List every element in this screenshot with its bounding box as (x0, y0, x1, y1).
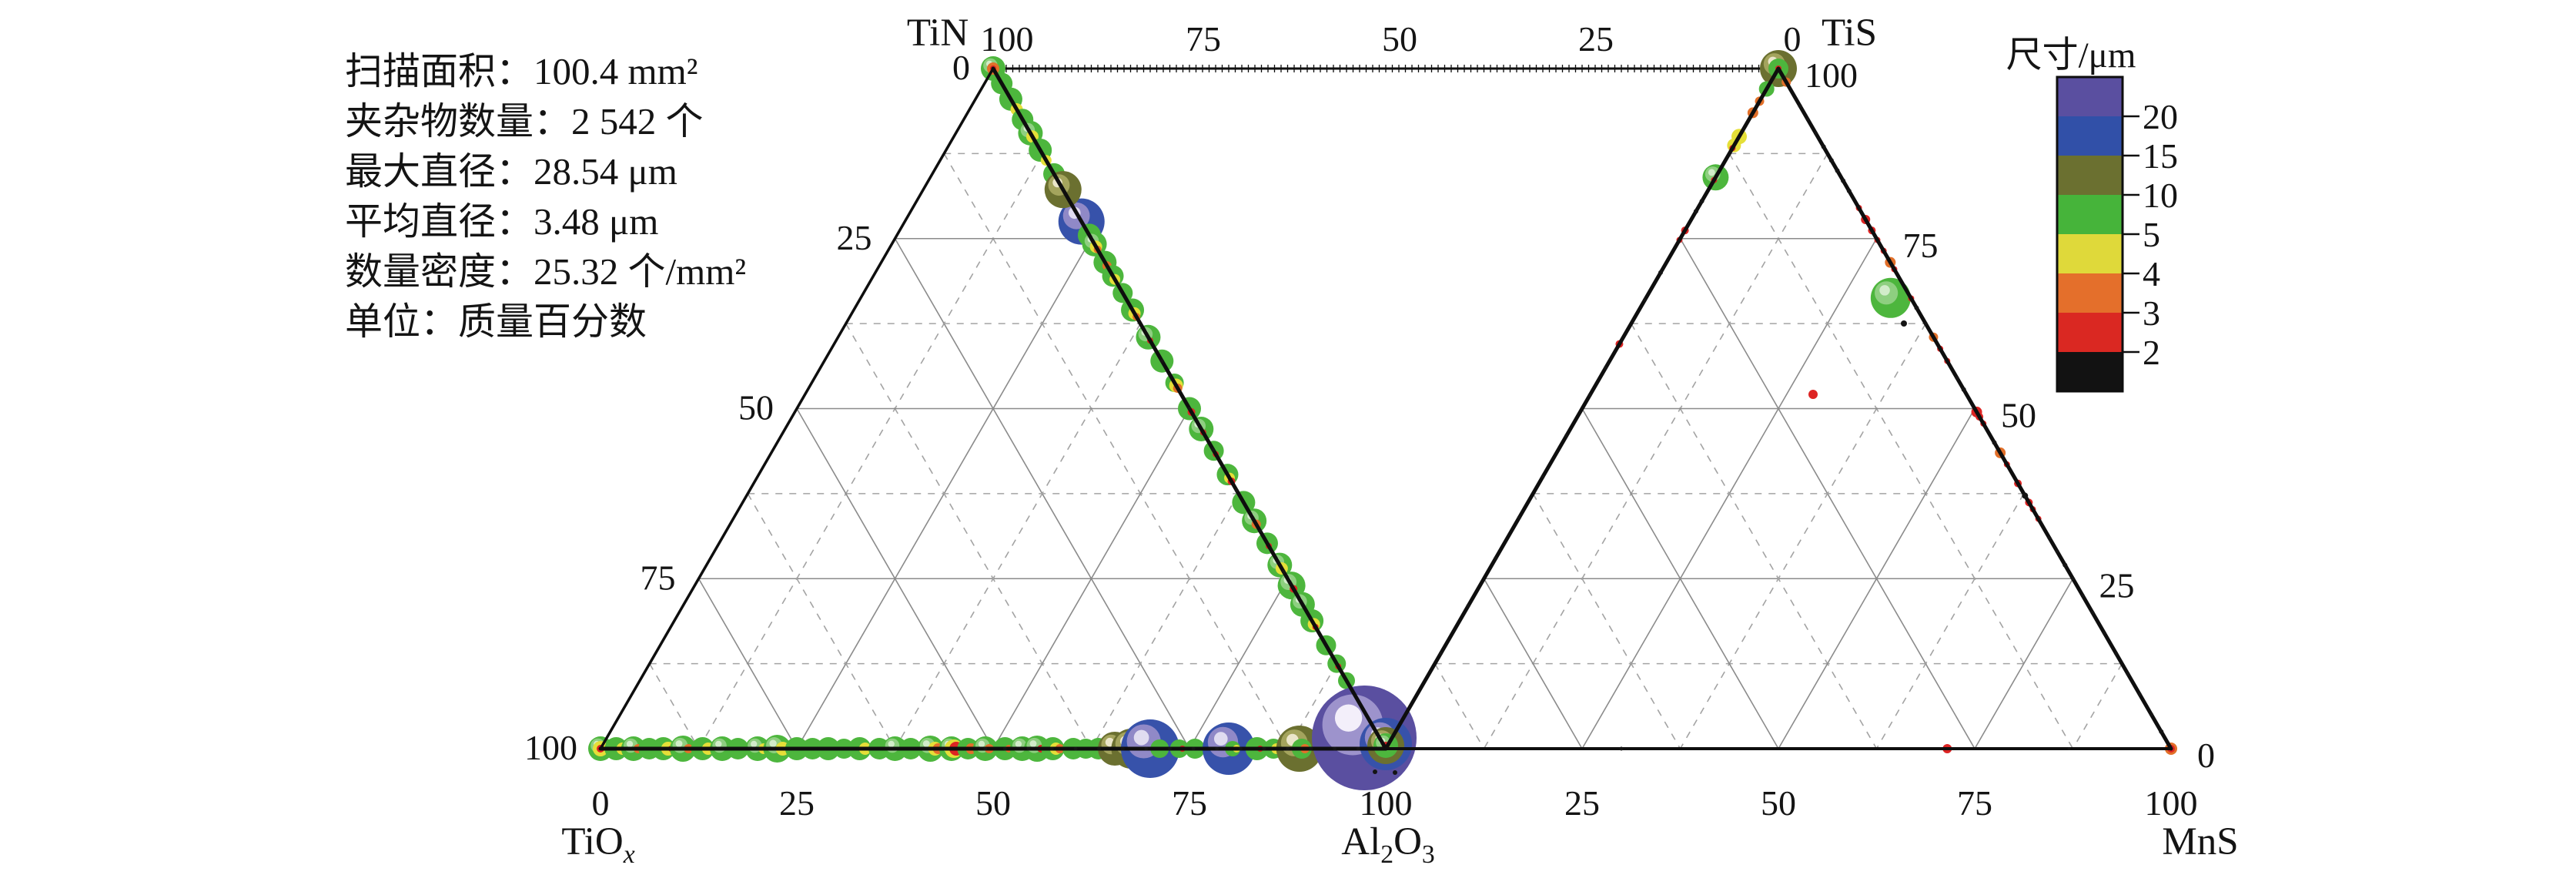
grid-lines (649, 153, 2123, 749)
axis-tick-label: 50 (1382, 19, 1417, 59)
size-legend-tick-label: 20 (2143, 97, 2178, 136)
small-black-dots (983, 104, 2164, 775)
axis-tick-label: 100 (2145, 783, 2198, 823)
info-panel: 扫描面积：100.4 mm² 夹杂物数量：2 542 个 最大直径：28.54 … (345, 46, 746, 347)
axis-tick-label: 50 (2001, 396, 2036, 435)
axis-tick-label: 100 (981, 19, 1034, 59)
axis-tick-label: 50 (738, 388, 774, 427)
axis-tick-label: 50 (1761, 783, 1796, 823)
size-legend-tick-label: 4 (2143, 254, 2160, 293)
axis-tick-label: 25 (1578, 19, 1614, 59)
axis-tick-label: 75 (1903, 226, 1939, 265)
info-unit: 单位：质量百分数 (345, 300, 647, 343)
axis-tick-label: 75 (641, 558, 676, 597)
axis-tick-label: 0 (952, 48, 970, 87)
axis-tick-label: 25 (837, 218, 872, 257)
vertex-label-mns: MnS (2162, 820, 2239, 863)
axis-tick-label: 75 (1172, 783, 1207, 823)
axis-tick-label: 0 (2197, 736, 2215, 775)
size-legend-tick-label: 10 (2143, 176, 2178, 215)
info-avg-diameter: 平均直径：3.48 μm (345, 200, 659, 243)
size-legend-tick-label: 15 (2143, 136, 2178, 176)
axis-tick-label: 75 (1957, 783, 1992, 823)
top-axis (992, 65, 1779, 72)
inclusion-bubbles (588, 50, 2177, 790)
size-legend-tick-label: 3 (2143, 293, 2160, 333)
axis-tick-label: 0 (1784, 19, 1802, 59)
axis-tick-label: 100 (1805, 55, 1858, 95)
info-inclusion-count: 夹杂物数量：2 542 个 (345, 100, 704, 142)
vertex-label-tiox: TiOx (561, 820, 635, 870)
axis-tick-label: 0 (592, 783, 610, 823)
size-legend-title: 尺寸/μm (2006, 35, 2136, 75)
vertex-label-tis: TiS (1822, 12, 1877, 55)
axis-tick-label: 75 (1186, 19, 1221, 59)
vertex-label-tin: TiN (906, 12, 969, 55)
size-legend-tick-label: 2 (2143, 333, 2160, 372)
axis-tick-label: 50 (975, 783, 1011, 823)
info-scan-area: 扫描面积：100.4 mm² (345, 50, 698, 92)
axis-tick-label: 100 (524, 728, 577, 767)
size-legend-tick-label: 5 (2143, 215, 2160, 254)
axis-tick-label: 25 (1564, 783, 1600, 823)
vertex-label-al2o3: Al2O3 (1341, 820, 1435, 870)
axis-tick-label: 25 (779, 783, 815, 823)
axis-tick-label: 100 (1360, 783, 1413, 823)
info-max-diameter: 最大直径：28.54 μm (345, 150, 677, 193)
axis-tick-label: 25 (2099, 565, 2135, 605)
info-number-density: 数量密度：25.32 个/mm² (345, 250, 747, 293)
